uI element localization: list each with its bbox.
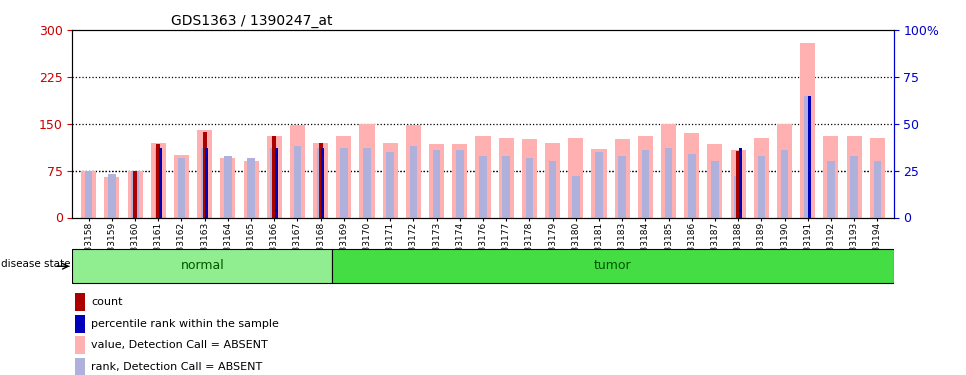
Bar bbox=[734, 176, 742, 218]
Text: value, Detection Call = ABSENT: value, Detection Call = ABSENT bbox=[91, 340, 268, 350]
Bar bbox=[800, 42, 815, 218]
Bar bbox=[572, 176, 580, 218]
Bar bbox=[827, 161, 835, 218]
Bar bbox=[707, 144, 723, 218]
Bar bbox=[386, 152, 394, 217]
Text: count: count bbox=[91, 297, 123, 307]
Bar bbox=[823, 136, 838, 218]
Text: tumor: tumor bbox=[594, 259, 632, 272]
Bar bbox=[429, 144, 444, 218]
Bar bbox=[108, 174, 116, 217]
Bar bbox=[197, 130, 213, 218]
Bar bbox=[641, 150, 649, 217]
Bar bbox=[433, 150, 440, 217]
Bar bbox=[688, 154, 696, 218]
Bar bbox=[336, 136, 352, 218]
Bar bbox=[203, 132, 207, 218]
Bar bbox=[730, 150, 746, 217]
Bar bbox=[322, 148, 325, 217]
Bar bbox=[757, 156, 765, 218]
Bar bbox=[363, 148, 371, 217]
Bar bbox=[340, 148, 348, 217]
Bar bbox=[475, 136, 491, 218]
Bar bbox=[804, 96, 811, 218]
Bar bbox=[873, 161, 881, 218]
Text: rank, Detection Call = ABSENT: rank, Detection Call = ABSENT bbox=[91, 362, 262, 372]
Bar bbox=[739, 148, 742, 217]
Bar bbox=[72, 249, 332, 283]
Bar bbox=[267, 136, 282, 218]
Bar bbox=[155, 148, 162, 217]
Bar bbox=[224, 156, 232, 218]
Bar bbox=[201, 148, 209, 217]
Bar bbox=[74, 336, 85, 354]
Bar bbox=[332, 249, 894, 283]
Bar bbox=[151, 142, 166, 218]
Bar bbox=[159, 148, 161, 217]
Bar bbox=[206, 148, 208, 217]
Text: percentile rank within the sample: percentile rank within the sample bbox=[91, 319, 279, 329]
Bar bbox=[74, 358, 85, 375]
Bar bbox=[809, 96, 811, 218]
Bar bbox=[526, 158, 533, 218]
Bar bbox=[406, 125, 421, 217]
Bar bbox=[850, 156, 858, 218]
Text: normal: normal bbox=[181, 259, 224, 272]
Bar bbox=[294, 146, 301, 218]
Bar bbox=[220, 158, 236, 218]
Bar bbox=[272, 136, 276, 218]
Bar bbox=[591, 149, 607, 217]
Bar bbox=[131, 171, 139, 217]
Bar bbox=[736, 151, 740, 217]
Bar bbox=[846, 136, 862, 218]
Bar bbox=[595, 152, 603, 217]
Bar bbox=[247, 158, 255, 218]
Bar bbox=[498, 138, 514, 218]
Bar bbox=[638, 136, 653, 218]
Bar bbox=[74, 293, 85, 312]
Bar bbox=[456, 150, 464, 217]
Text: GDS1363 / 1390247_at: GDS1363 / 1390247_at bbox=[171, 13, 332, 28]
Bar bbox=[568, 138, 583, 218]
Bar bbox=[777, 124, 792, 218]
Bar bbox=[178, 158, 185, 218]
Bar bbox=[275, 148, 277, 217]
Bar bbox=[665, 148, 672, 217]
Bar bbox=[243, 161, 259, 218]
Bar bbox=[781, 150, 788, 217]
Bar bbox=[81, 171, 97, 217]
Bar bbox=[133, 171, 137, 217]
Bar bbox=[711, 161, 719, 218]
Bar bbox=[502, 156, 510, 218]
Bar bbox=[359, 124, 375, 218]
Bar bbox=[618, 156, 626, 218]
Bar bbox=[753, 138, 769, 218]
Bar bbox=[270, 148, 278, 217]
Bar bbox=[545, 142, 560, 218]
Bar bbox=[410, 146, 417, 218]
Bar bbox=[290, 125, 305, 217]
Bar bbox=[174, 155, 189, 218]
Bar bbox=[104, 177, 120, 218]
Bar bbox=[156, 144, 160, 218]
Bar bbox=[313, 142, 328, 218]
Text: disease state: disease state bbox=[1, 260, 71, 269]
Bar bbox=[549, 161, 556, 218]
Bar bbox=[383, 142, 398, 218]
Bar bbox=[319, 142, 323, 218]
Bar bbox=[869, 138, 885, 218]
Bar bbox=[74, 315, 85, 333]
Bar bbox=[522, 140, 537, 218]
Bar bbox=[317, 148, 325, 217]
Bar bbox=[684, 133, 699, 218]
Bar bbox=[479, 156, 487, 218]
Bar bbox=[661, 124, 676, 218]
Bar bbox=[128, 171, 143, 217]
Bar bbox=[614, 140, 630, 218]
Bar bbox=[85, 171, 93, 217]
Bar bbox=[452, 144, 468, 218]
